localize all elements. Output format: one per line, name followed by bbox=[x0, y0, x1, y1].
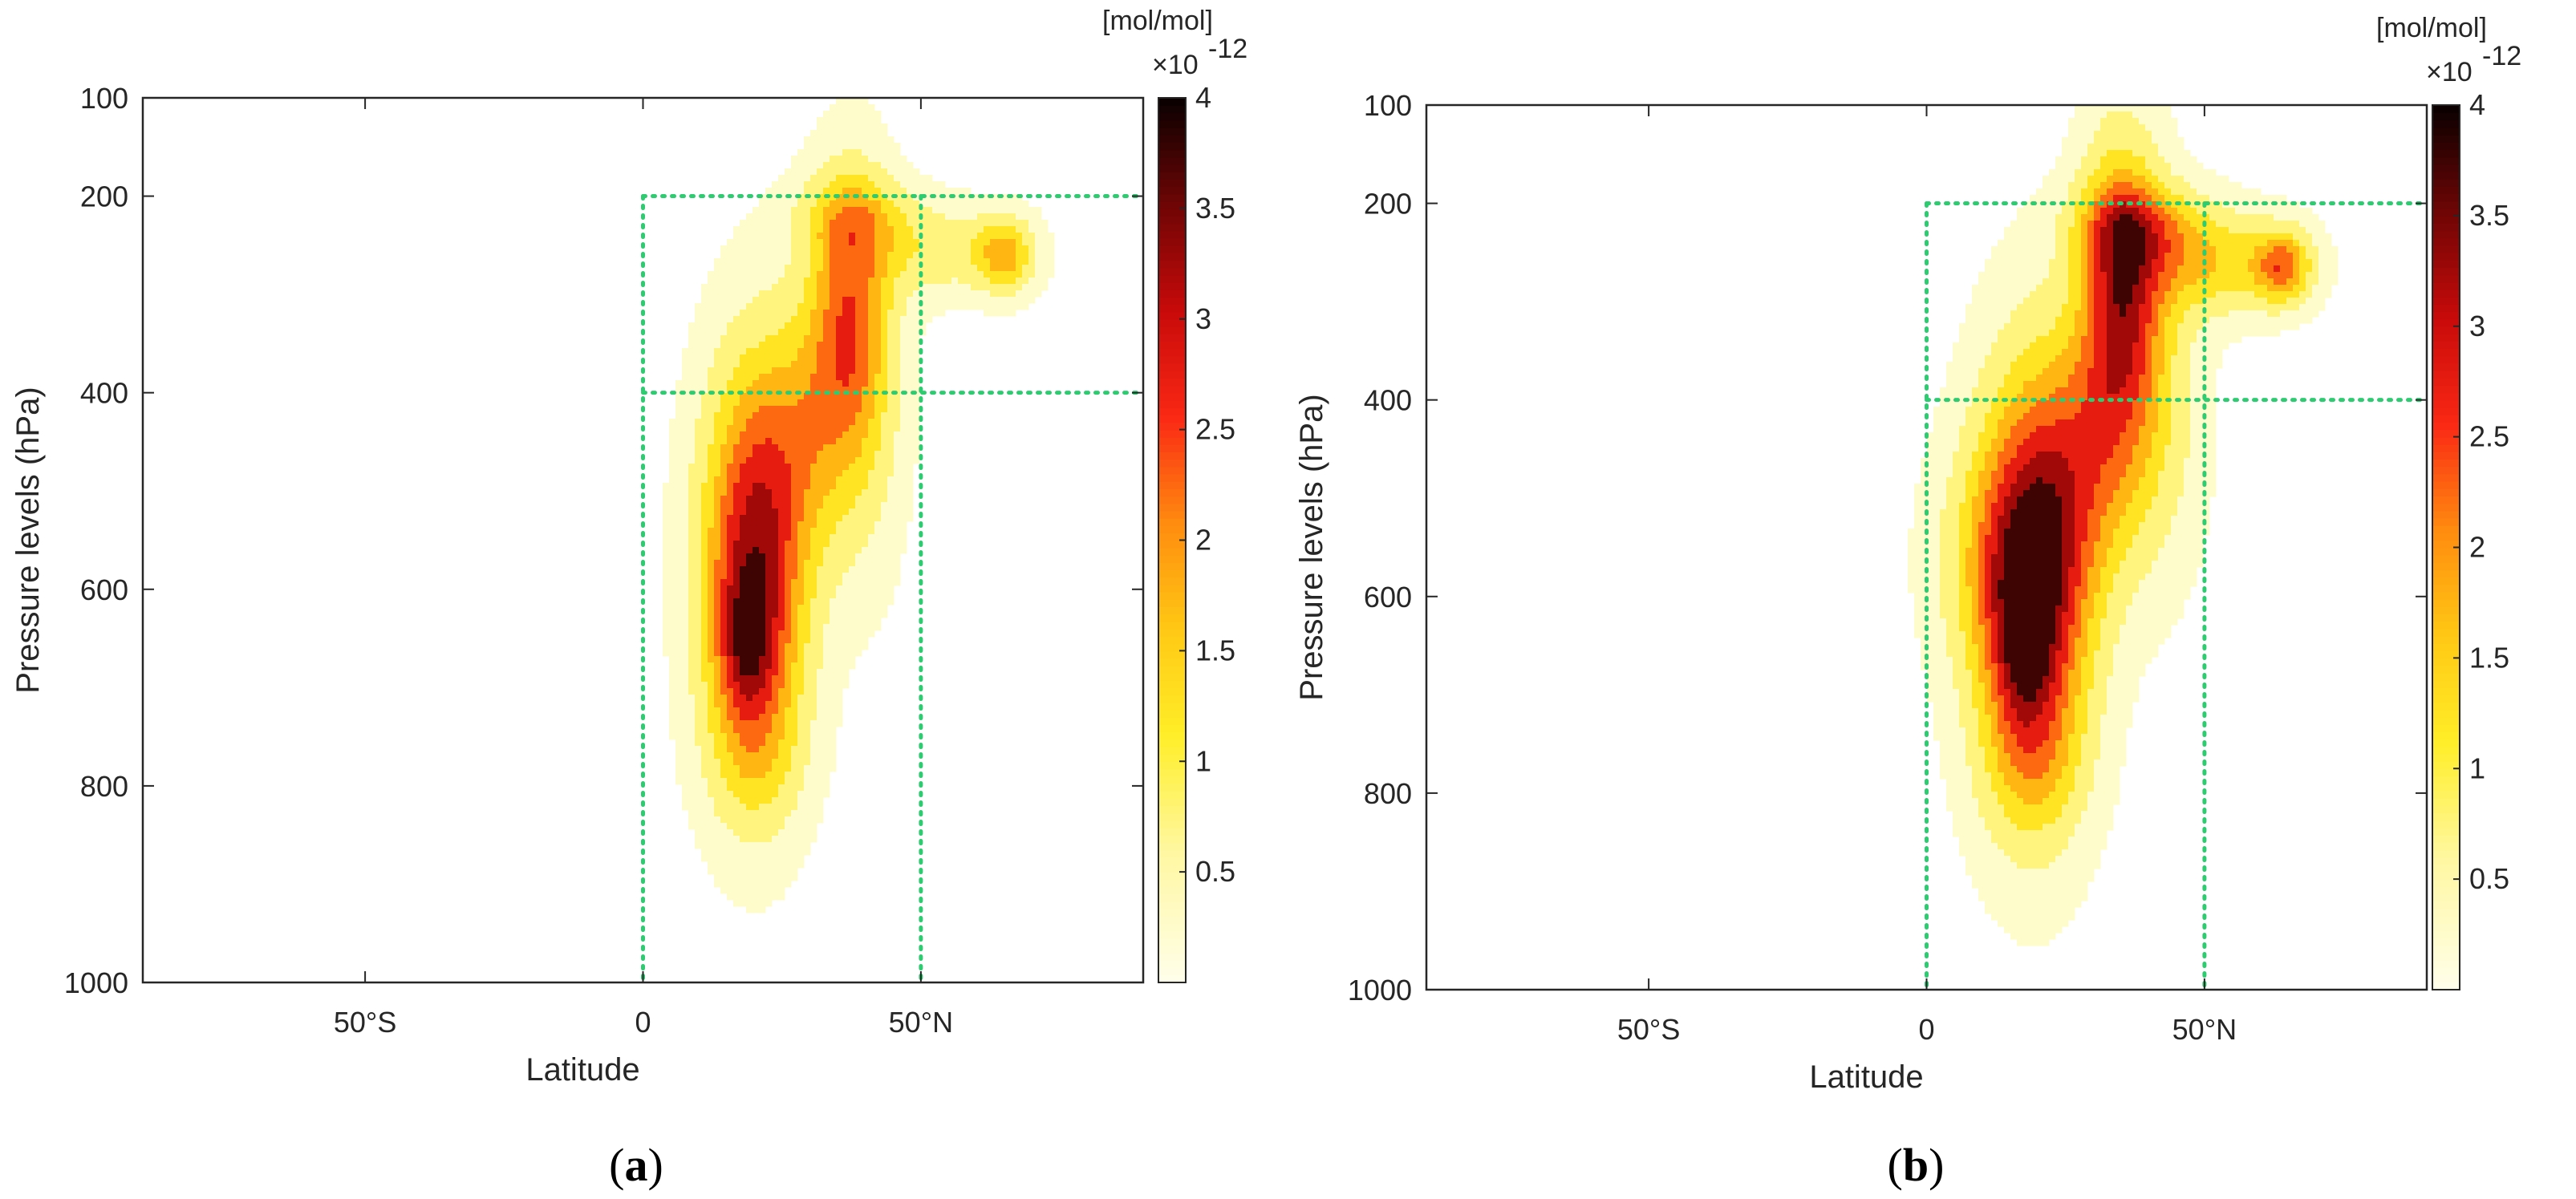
y-axis-label: Pressure levels (hPa) bbox=[1294, 394, 1329, 700]
y-tick-label: 800 bbox=[1364, 777, 1412, 810]
colorbar-tick-label: 2.5 bbox=[1195, 413, 1235, 446]
colorbar-tick-label: 2 bbox=[1195, 524, 1211, 557]
colorbar-unit: [mol/mol] bbox=[2376, 13, 2487, 43]
chart-panel-b: 100 200 400 600 800 1000 50°S 0 50°N Latitude Pres… bbox=[1294, 13, 2521, 1191]
contour-field bbox=[663, 98, 1055, 913]
x-tick-label: 50°S bbox=[334, 1006, 396, 1039]
colorbar-tick-label: 4 bbox=[1195, 81, 1211, 114]
y-tick-label: 100 bbox=[1364, 89, 1412, 122]
y-tick-label: 200 bbox=[80, 180, 128, 213]
panel-label-letter: b bbox=[1903, 1139, 1929, 1191]
y-tick-label: 100 bbox=[80, 82, 128, 115]
panel-label-letter: a bbox=[625, 1139, 648, 1191]
colorbar-tick-label: 2.5 bbox=[2469, 420, 2509, 453]
colorbar-tick-label: 2 bbox=[2469, 531, 2485, 564]
colorbar-tick-label: 3.5 bbox=[2469, 199, 2509, 232]
colorbar-tick-label: 1.5 bbox=[2469, 641, 2509, 674]
colorbar-tick-label: 1.5 bbox=[1195, 634, 1235, 666]
y-axis-label: Pressure levels (hPa) bbox=[10, 387, 46, 693]
y-tick-label: 600 bbox=[80, 573, 128, 606]
y-tick-label: 800 bbox=[80, 770, 128, 803]
y-tick-label: 1000 bbox=[64, 966, 128, 999]
x-tick-label: 50°S bbox=[1617, 1013, 1680, 1046]
colorbar-exponent-base: ×10 bbox=[1152, 50, 1199, 80]
y-tick-label: 600 bbox=[1364, 581, 1412, 614]
colorbar-exponent: -12 bbox=[2482, 41, 2521, 71]
x-axis-label: Latitude bbox=[525, 1052, 639, 1088]
panel-label-close: ) bbox=[648, 1139, 663, 1191]
colorbar-tick-label: 3.5 bbox=[1195, 192, 1235, 225]
colorbar-tick-label: 3 bbox=[1195, 302, 1211, 335]
panel-label-close: ) bbox=[1929, 1139, 1944, 1191]
y-tick-label: 1000 bbox=[1348, 974, 1412, 1007]
panel-label: (b) bbox=[1888, 1139, 1945, 1191]
panel-label-open: ( bbox=[609, 1139, 624, 1191]
colorbar-tick-label: 1 bbox=[2469, 751, 2485, 784]
x-tick-label: 50°N bbox=[2172, 1013, 2237, 1046]
y-tick-label: 400 bbox=[1364, 384, 1412, 417]
colorbar-unit: [mol/mol] bbox=[1102, 6, 1213, 36]
panel-label-open: ( bbox=[1888, 1139, 1903, 1191]
contour-field bbox=[1908, 105, 2339, 946]
colorbar: 0.5 1 1.5 2 2.5 3 3.5 4 [mol/mol] ×10 -12 bbox=[2376, 13, 2521, 990]
colorbar-tick-label: 3 bbox=[2469, 310, 2485, 342]
chart-panel-a: 100 200 400 600 800 1000 50°S 0 50°N Latitude Pres… bbox=[10, 6, 1247, 1191]
x-tick-label: 0 bbox=[635, 1006, 651, 1039]
colorbar-exponent: -12 bbox=[1208, 34, 1247, 64]
colorbar-tick-label: 4 bbox=[2469, 88, 2485, 121]
y-tick-label: 400 bbox=[80, 377, 128, 410]
colorbar-tick-label: 0.5 bbox=[1195, 855, 1235, 888]
y-tick-label: 200 bbox=[1364, 188, 1412, 221]
panel-label: (a) bbox=[609, 1139, 663, 1191]
x-axis-label: Latitude bbox=[1809, 1059, 1923, 1095]
x-tick-label: 0 bbox=[1918, 1013, 1934, 1046]
colorbar-tick-label: 0.5 bbox=[2469, 862, 2509, 895]
colorbar: 0.5 1 1.5 2 2.5 3 3.5 4 [mol/mol] ×10 -12 bbox=[1102, 6, 1247, 983]
colorbar-tick-label: 1 bbox=[1195, 744, 1211, 777]
colorbar-exponent-base: ×10 bbox=[2426, 57, 2473, 87]
x-tick-label: 50°N bbox=[889, 1006, 953, 1039]
